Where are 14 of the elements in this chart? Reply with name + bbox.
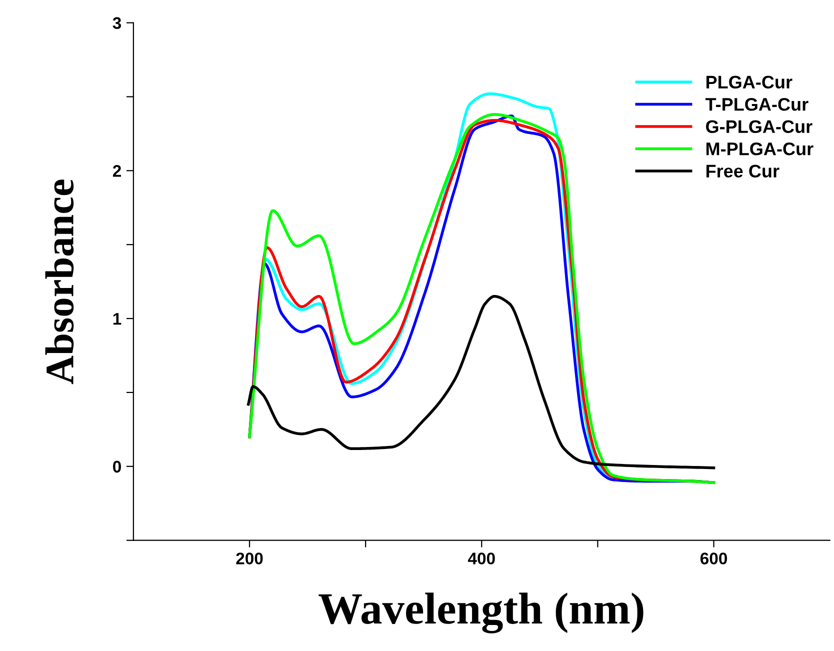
y-tick-label: 0 [113,460,121,473]
x-tick-label: 200 [236,552,263,564]
legend-label: M-PLGA-Cur [706,142,814,156]
legend-label: Free Cur [706,164,780,178]
y-tick-label: 1 [113,313,122,325]
y-axis-title: Absorbance [45,180,74,384]
legend-label: G-PLGA-Cur [706,120,812,134]
y-tick-label: 3 [112,17,122,30]
x-tick-label: 600 [700,552,727,564]
y-tick-label: 2 [112,165,121,177]
x-tick-label: 400 [468,552,495,564]
x-axis-title: Wavelength (nm) [318,592,644,634]
legend-label: T-PLGA-Cur [705,98,808,111]
legend-label: PLGA-Cur [706,76,792,89]
